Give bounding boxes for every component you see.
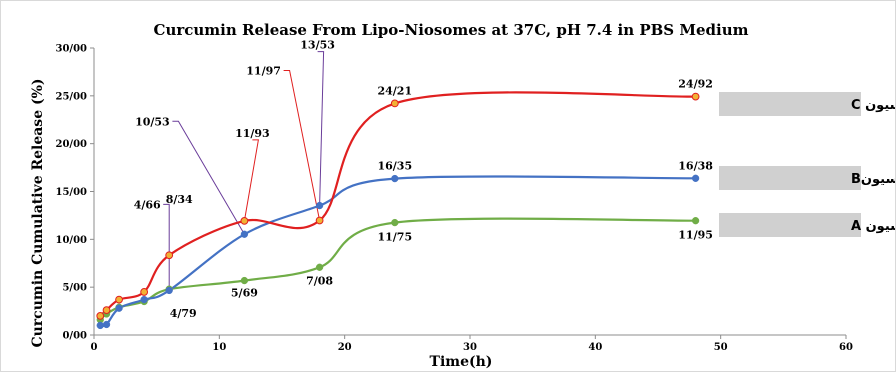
series-lines — [99, 91, 696, 328]
leader-line — [163, 203, 170, 291]
x-tick-label: 0 — [91, 342, 98, 353]
data-point — [115, 304, 123, 312]
y-tick-label: 25/00 — [56, 91, 88, 102]
data-label: 8/34 — [166, 193, 193, 206]
x-tick-label: 10 — [212, 342, 226, 353]
data-point — [390, 99, 399, 108]
x-tick-label: 40 — [588, 342, 602, 353]
data-point — [315, 263, 324, 271]
y-tick-label: 30/00 — [56, 44, 88, 55]
data-point — [96, 321, 104, 330]
data-point — [240, 276, 249, 285]
data-point — [691, 217, 700, 225]
data-label: 4/79 — [170, 307, 197, 320]
data-label: 24/92 — [678, 78, 713, 91]
y-tick-label: 15/00 — [56, 187, 88, 198]
data-point — [140, 295, 148, 304]
label-leader-lines — [163, 51, 325, 291]
data-point — [102, 306, 111, 315]
data-point — [102, 320, 111, 329]
data-point — [315, 216, 324, 225]
data-label: 24/21 — [377, 84, 412, 97]
x-tick-label: 50 — [714, 342, 728, 353]
data-point — [691, 174, 700, 182]
y-tick-label: 10/00 — [56, 235, 88, 246]
leader-line — [317, 51, 325, 206]
legend-box — [719, 166, 861, 190]
x-axis-title: Time(h) — [430, 354, 493, 370]
data-label: 16/35 — [377, 160, 412, 173]
data-point — [165, 286, 173, 295]
legend: فرمولاسیون C فرمولاسیونB فرمولاسیون A — [719, 92, 895, 237]
x-tick-label: 30 — [463, 342, 477, 353]
data-label: 11/75 — [377, 231, 412, 244]
data-label: 11/93 — [235, 127, 270, 140]
series-points — [96, 92, 700, 330]
data-labels: 24/92 24/21 16/38 16/35 11/75 11/95 7/08 5/69 4/… — [134, 39, 714, 321]
data-label: 5/69 — [231, 287, 258, 300]
x-tick-label: 60 — [839, 342, 853, 353]
data-point — [391, 174, 399, 183]
leader-line — [172, 120, 245, 235]
series-line — [99, 91, 696, 317]
legend-label: فرمولاسیون C — [851, 98, 895, 113]
data-label: 13/53 — [300, 39, 335, 52]
data-point — [115, 295, 123, 304]
data-point — [691, 92, 700, 101]
y-tick-label: 20/00 — [56, 139, 88, 150]
data-label: 10/53 — [135, 115, 170, 128]
data-label: 11/97 — [246, 64, 281, 77]
data-label: 16/38 — [678, 159, 713, 172]
chart-title: Curcumin Release From Lipo-Niosomes at 3… — [154, 21, 749, 39]
data-label: 11/95 — [678, 229, 713, 242]
x-tick-label: 20 — [338, 342, 352, 353]
leader-line — [243, 139, 259, 221]
legend-box — [719, 92, 861, 116]
y-axis-title: Curcumin Cumulative Release (%) — [30, 78, 46, 347]
data-point — [315, 201, 324, 210]
legend-box — [719, 213, 861, 237]
axes: 0/00 5/00 10/00 15/00 20/00 25/00 30/00 0 10 20 30… — [56, 44, 853, 354]
y-tick-label: 0/00 — [62, 331, 87, 342]
data-point — [240, 216, 249, 225]
data-label: 7/08 — [306, 274, 333, 287]
series-line — [99, 217, 696, 321]
series-line — [100, 175, 696, 328]
y-tick-label: 5/00 — [62, 283, 87, 294]
data-label: 4/66 — [134, 198, 161, 211]
legend-label: فرمولاسیونB — [851, 172, 895, 187]
legend-label: فرمولاسیون A — [851, 219, 895, 234]
data-point — [240, 230, 249, 238]
data-point — [165, 251, 174, 260]
data-point — [140, 288, 149, 296]
leader-line — [283, 69, 321, 221]
data-point — [391, 218, 399, 227]
data-point — [96, 311, 105, 320]
